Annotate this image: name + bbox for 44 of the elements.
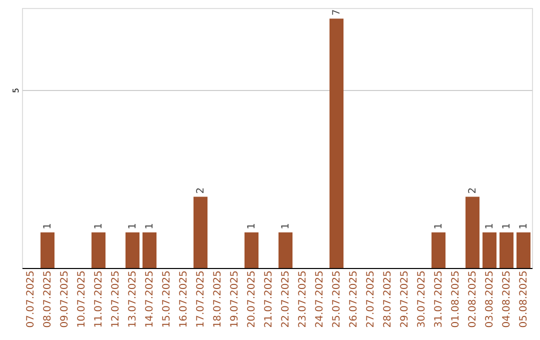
x-tick-label: 25.07.2025 (332, 270, 342, 328)
x-tick-label: 13.07.2025 (128, 270, 138, 328)
x-tick-label: 29.07.2025 (400, 270, 410, 328)
data-label: 1 (502, 223, 512, 230)
x-tick-label: 15.07.2025 (162, 270, 172, 328)
data-label: 2 (468, 187, 478, 194)
x-tick-label: 23.07.2025 (298, 270, 308, 328)
x-tick-label: 17.07.2025 (196, 270, 206, 328)
data-label: 1 (144, 223, 156, 230)
x-tick-label: 02.08.2025 (468, 270, 478, 328)
x-tick-label: 27.07.2025 (366, 270, 376, 328)
y-tick-label: 5 (12, 88, 20, 93)
data-label: 1 (518, 223, 530, 230)
x-tick-label: 03.08.2025 (484, 270, 496, 328)
x-tick-label: 24.07.2025 (314, 270, 326, 328)
x-tick-label: 21.07.2025 (264, 270, 274, 328)
data-label: 1 (434, 223, 444, 230)
x-tick-label: 31.07.2025 (434, 270, 444, 328)
x-tick-label: 22.07.2025 (280, 270, 292, 328)
x-tick-label: 07.07.2025 (26, 270, 36, 328)
x-tick-label: 12.07.2025 (110, 270, 122, 328)
x-tick-label: 09.07.2025 (60, 270, 70, 328)
x-tick-label: 08.07.2025 (42, 270, 54, 328)
x-tick-label: 19.07.2025 (230, 270, 240, 328)
data-label: 1 (128, 223, 138, 230)
x-tick-label: 16.07.2025 (178, 270, 190, 328)
data-label: 1 (280, 223, 292, 230)
x-tick-label: 04.08.2025 (502, 270, 512, 328)
x-tick-label: 26.07.2025 (348, 270, 360, 328)
data-label: 1 (94, 223, 104, 230)
x-tick-label: 28.07.2025 (382, 270, 394, 328)
data-label: 2 (196, 187, 206, 194)
x-tick-label: 01.08.2025 (450, 270, 462, 328)
x-tick-label: 14.07.2025 (144, 270, 156, 328)
x-tick-label: 20.07.2025 (246, 270, 258, 328)
x-tick-label: 18.07.2025 (212, 270, 224, 328)
x-tick-label: 30.07.2025 (416, 270, 428, 328)
x-tick-label: 10.07.2025 (76, 270, 88, 328)
data-label: 7 (332, 9, 342, 16)
x-tick-label: 05.08.2025 (518, 270, 530, 328)
data-label: 1 (42, 223, 54, 230)
data-label: 1 (484, 223, 496, 230)
data-label: 1 (246, 223, 258, 230)
x-tick-label: 11.07.2025 (94, 270, 104, 328)
